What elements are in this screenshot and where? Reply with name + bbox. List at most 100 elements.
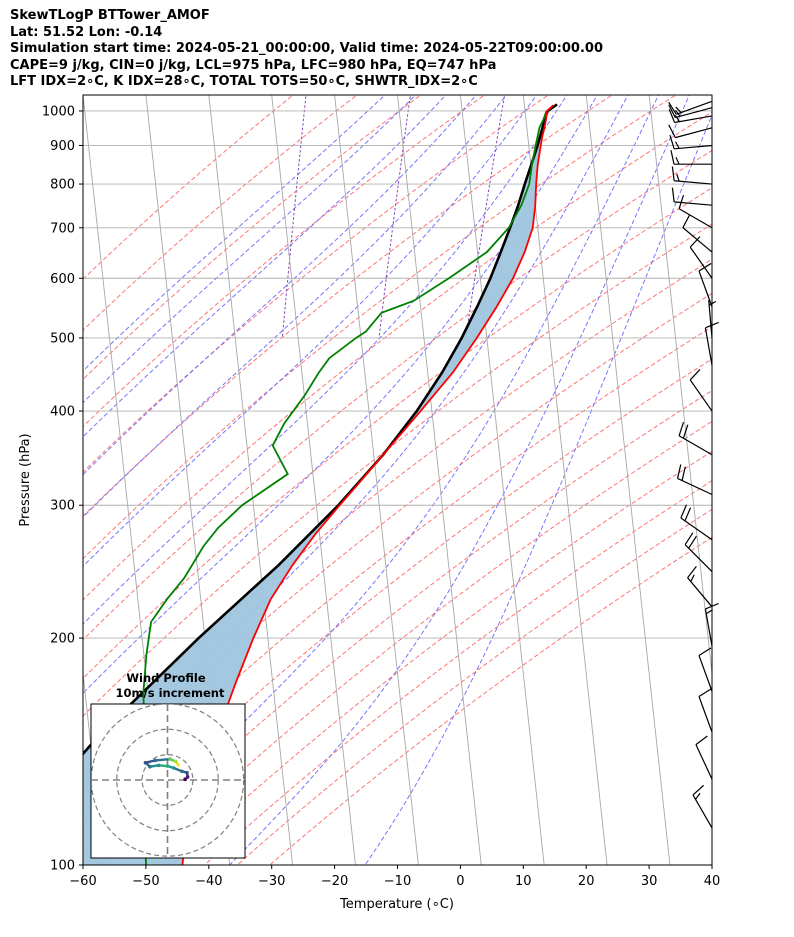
x-tick-label: −60	[69, 874, 96, 889]
barb-staff	[674, 144, 713, 150]
hodograph-point	[148, 764, 152, 769]
isotherm	[271, 95, 356, 865]
x-tick-label: −20	[321, 874, 348, 889]
y-tick-label: 500	[50, 331, 75, 346]
hodograph-point	[172, 766, 176, 770]
y-tick-label: 300	[50, 499, 75, 514]
isotherm	[397, 95, 482, 865]
parcel-profile-line	[83, 103, 558, 756]
barb-feather	[669, 134, 675, 149]
y-tick-label: 900	[50, 139, 75, 154]
barb-feather	[671, 166, 675, 181]
barb-staff	[684, 544, 713, 572]
barb-feather	[676, 464, 682, 479]
barb-feather	[698, 262, 712, 272]
isotherm	[711, 95, 712, 100]
barb-staff	[675, 107, 713, 119]
barb-staff	[698, 270, 713, 307]
barb-feather	[708, 300, 717, 306]
isotherm	[208, 95, 294, 865]
barb-staff	[687, 577, 713, 608]
barb-feather	[674, 109, 681, 117]
barb-staff	[678, 208, 713, 229]
dry-adiabat	[83, 223, 712, 717]
wind-barb	[668, 100, 713, 115]
wind-barb	[689, 236, 713, 279]
dry-adiabat	[139, 420, 712, 865]
hodograph-point	[165, 764, 170, 768]
y-tick-label: 800	[50, 178, 75, 193]
moist-adiabat	[83, 95, 507, 518]
barb-staff	[677, 477, 713, 496]
x-tick-label: −40	[195, 874, 222, 889]
dry-adiabat	[204, 480, 712, 865]
hodograph-point	[156, 763, 161, 768]
hodograph-title: Wind Profile	[126, 671, 206, 685]
stability-indices-2: LFT IDX=2∘C, K IDX=28∘C, TOTAL TOTS=50∘C…	[10, 74, 478, 89]
wind-barb	[687, 566, 713, 608]
x-tick-label: 10	[515, 874, 532, 889]
barb-staff	[704, 608, 713, 647]
hodograph-point	[153, 758, 158, 763]
wind-barb	[698, 262, 713, 307]
hodograph-point	[183, 777, 187, 782]
barb-feather	[705, 609, 713, 615]
hodograph-segment	[154, 757, 172, 762]
barb-staff	[674, 115, 713, 124]
dry-adiabat	[83, 149, 712, 641]
barb-feather	[698, 647, 712, 657]
x-tick-label: 40	[704, 874, 721, 889]
time-label: Simulation start time: 2024-05-21_00:00:…	[10, 41, 603, 56]
barb-staff	[689, 246, 713, 279]
dry-adiabat	[83, 95, 613, 517]
wind-barb	[671, 187, 713, 206]
y-tick-label: 600	[50, 272, 75, 287]
barb-staff	[695, 744, 713, 780]
hodograph-plot	[91, 704, 245, 858]
dry-adiabat	[83, 187, 712, 680]
wind-barb	[671, 166, 713, 185]
wind-barbs	[668, 100, 719, 829]
barb-feather	[695, 735, 708, 746]
hodograph-point	[176, 762, 181, 767]
dry-adiabat	[83, 292, 712, 789]
wind-barb	[668, 124, 713, 139]
barb-staff	[676, 100, 713, 115]
barb-feather	[684, 532, 694, 546]
barb-feather	[705, 321, 719, 329]
wind-barb	[695, 735, 713, 780]
cape-shading	[83, 110, 548, 865]
barb-feather	[692, 784, 705, 796]
barb-staff	[698, 696, 713, 733]
x-tick-label: −10	[384, 874, 411, 889]
wind-barb	[678, 421, 713, 456]
barb-feather	[688, 535, 697, 549]
wind-barb	[668, 104, 713, 119]
barb-feather	[705, 602, 719, 610]
barb-feather	[682, 214, 691, 228]
y-tick-label: 400	[50, 405, 75, 420]
x-tick-label: 20	[578, 874, 595, 889]
hodograph-point	[185, 775, 190, 779]
wind-barb	[684, 532, 713, 572]
dry-adiabat	[236, 508, 712, 865]
barb-feather	[681, 466, 686, 481]
barb-staff	[692, 794, 713, 829]
barb-feather	[687, 566, 697, 579]
barb-feather	[678, 421, 685, 436]
hodograph-point	[173, 759, 178, 764]
wind-barb	[676, 464, 713, 496]
stability-indices-1: CAPE=9 j/kg, CIN=0 j/kg, LCL=975 hPa, LF…	[10, 57, 497, 73]
plot-area	[83, 95, 712, 865]
chart-header: SkewTLogP BTTower_AMOF Lat: 51.52 Lon: -…	[10, 8, 603, 91]
axes: −60 −50 −40 −30 −20 −10 0 10 20 30 40 100 200 300 400 5…	[42, 104, 720, 889]
barb-feather	[682, 424, 689, 439]
dry-adiabat	[83, 326, 712, 824]
moist-adiabat	[83, 95, 629, 779]
x-tick-label: 30	[641, 874, 658, 889]
isotherm	[83, 669, 105, 865]
dewpoint-line	[142, 110, 548, 865]
x-tick-label: −30	[258, 874, 285, 889]
